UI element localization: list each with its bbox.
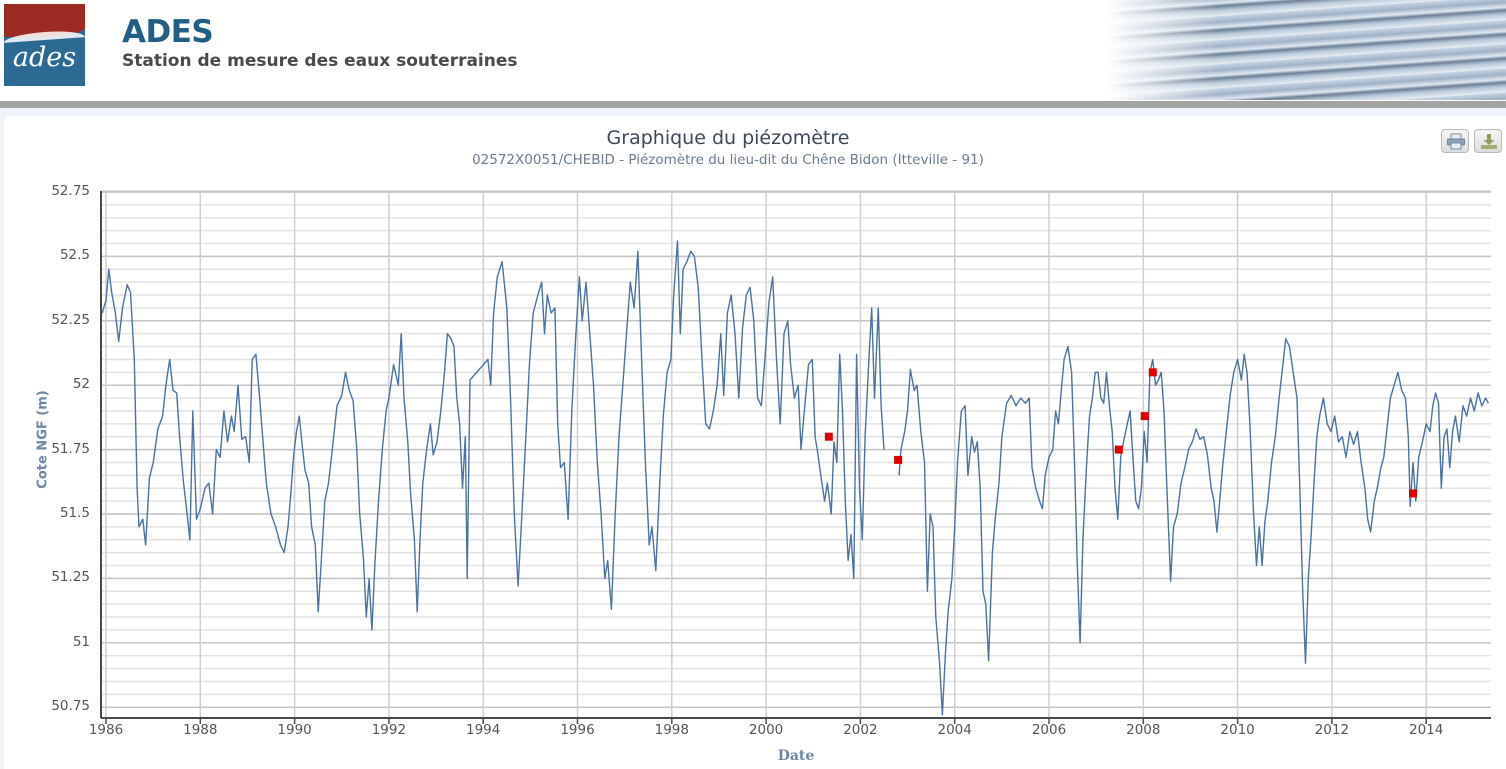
download-button[interactable] [1474, 129, 1502, 153]
y-tick-label: 52.75 [51, 183, 90, 199]
water-banner-image [1106, 0, 1506, 100]
x-tick-label: 2008 [1126, 722, 1161, 738]
x-tick-label: 1990 [277, 722, 312, 738]
measurement-marker [894, 455, 903, 464]
measurement-marker [1148, 368, 1157, 377]
x-tick-label: 1998 [654, 722, 689, 738]
printer-icon [1447, 133, 1465, 150]
site-subtitle: Station de mesure des eaux souterraines [122, 51, 518, 71]
chart-title: Graphique du piézomètre [606, 127, 850, 149]
x-tick-label: 1988 [183, 722, 218, 738]
y-axis-title: Cote NGF (m) [35, 390, 51, 489]
site-title: ADES [122, 14, 214, 50]
download-icon [1481, 134, 1497, 149]
x-tick-label: 2010 [1220, 722, 1255, 738]
x-tick-label: 2000 [748, 722, 784, 738]
x-tick-label: 1986 [88, 722, 124, 738]
measurement-marker [1140, 412, 1149, 421]
y-tick-label: 52.5 [59, 247, 90, 264]
chart-subtitle: 02572X0051/CHEBID - Piézomètre du lieu-d… [472, 152, 984, 168]
y-tick-label: 52.25 [51, 311, 90, 328]
print-button[interactable] [1441, 129, 1469, 153]
x-tick-label: 2002 [843, 722, 878, 738]
ades-logo[interactable]: ades [4, 4, 85, 86]
page-header: ades ADES Station de mesure des eaux sou… [0, 0, 1506, 101]
x-tick-label: 2014 [1409, 722, 1444, 738]
x-axis-title: Date [777, 748, 815, 764]
measurement-marker [1408, 489, 1417, 498]
x-tick-label: 2012 [1314, 722, 1350, 738]
y-tick-label: 51.5 [59, 505, 90, 521]
x-tick-label: 2006 [1031, 722, 1067, 738]
water-level-line [898, 338, 1490, 716]
measurement-marker [824, 432, 833, 441]
x-tick-label: 2004 [937, 722, 972, 738]
y-tick-label: 52 [72, 376, 90, 393]
header-separator [0, 101, 1506, 108]
water-level-line [101, 240, 885, 631]
y-tick-label: 51.25 [51, 569, 90, 586]
logo-text: ades [12, 42, 77, 73]
y-tick-label: 51.75 [51, 440, 90, 457]
y-tick-label: 51 [72, 633, 90, 650]
x-tick-label: 1996 [560, 722, 595, 738]
x-tick-label: 1994 [466, 722, 501, 738]
x-tick-label: 1992 [371, 722, 407, 738]
measurement-marker [1114, 445, 1123, 454]
y-tick-label: 50.75 [51, 698, 90, 715]
chart-panel [4, 116, 1506, 769]
